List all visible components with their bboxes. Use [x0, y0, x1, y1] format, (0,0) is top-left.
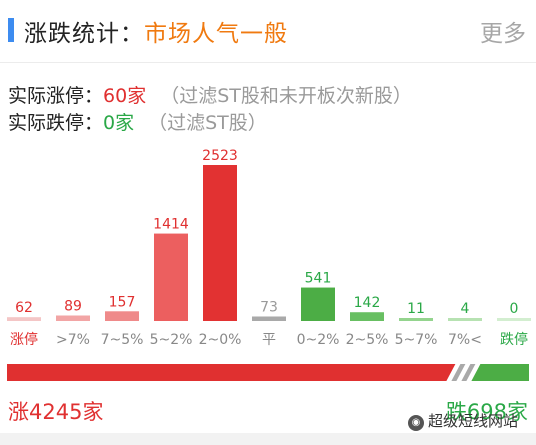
bar-value-label: 2523	[202, 148, 238, 164]
category-label: 2~0%	[199, 332, 242, 348]
limit-down-note: （过滤ST股）	[148, 112, 267, 134]
limit-up-stat: 实际涨停：60家 （过滤ST股和未开板次新股）	[8, 81, 412, 108]
limit-up-value: 60家	[103, 85, 147, 107]
watermark-text: 超级短线网站	[427, 412, 518, 430]
bar-value-label: 142	[354, 295, 381, 311]
header-divider	[0, 62, 536, 63]
bar	[448, 318, 482, 321]
bar	[301, 287, 335, 321]
total-down: 跌698家	[445, 400, 528, 424]
up-ratio-bar	[7, 364, 456, 381]
category-label: >7%	[56, 332, 90, 348]
bar	[154, 233, 188, 321]
header-title: 涨跌统计：市场人气一般	[24, 14, 288, 48]
bar-value-label: 11	[407, 301, 425, 317]
watermark: ◉ 超级短线网站	[407, 410, 518, 431]
category-label: 涨停	[10, 331, 38, 348]
category-label: 7~5%	[101, 332, 144, 348]
distribution-chart: 62 涨停 89 >7% 157 7~5% 1414 5~2% 2523 2~0% 73 平 541 0~…	[7, 148, 531, 381]
category-label: 跌停	[500, 331, 528, 348]
category-label: 7%<	[448, 332, 482, 348]
bar	[105, 311, 139, 321]
limit-down-stat: 实际跌停：0家 （过滤ST股）	[8, 108, 267, 135]
bar-value-label: 4	[461, 301, 470, 317]
bar-value-label: 73	[260, 299, 278, 315]
limit-up-note: （过滤ST股和未开板次新股）	[160, 85, 412, 107]
footer-strip	[0, 433, 536, 445]
bar-value-label: 0	[510, 301, 519, 317]
bar-value-label: 541	[305, 271, 332, 287]
more-link[interactable]: 更多	[480, 21, 526, 47]
bar	[7, 317, 41, 321]
down-ratio-bar	[471, 364, 529, 381]
wechat-icon: ◉	[407, 415, 424, 431]
header-accent-bar	[8, 18, 14, 42]
market-sentiment: 市场人气一般	[144, 21, 288, 47]
category-label: 平	[262, 332, 276, 348]
category-label: 5~7%	[395, 332, 438, 348]
bar-value-label: 89	[64, 298, 82, 314]
category-label: 5~2%	[150, 332, 193, 348]
bar-value-label: 62	[15, 300, 33, 316]
limit-down-value: 0家	[103, 112, 135, 134]
flat-ratio-bar	[461, 364, 476, 381]
header-title-label: 涨跌统计：	[24, 21, 144, 47]
bar	[399, 318, 433, 321]
total-up: 涨4245家	[8, 400, 104, 424]
limit-down-label: 实际跌停：	[8, 112, 104, 134]
header: 涨跌统计：市场人气一般 更多	[0, 0, 536, 62]
bar	[203, 165, 237, 321]
bar-value-label: 1414	[153, 217, 189, 233]
bar	[252, 316, 286, 321]
category-label: 2~5%	[346, 332, 389, 348]
flat-ratio-bar	[451, 364, 466, 381]
category-label: 0~2%	[297, 332, 340, 348]
bar	[350, 312, 384, 321]
bar-value-label: 157	[109, 294, 136, 310]
limit-up-label: 实际涨停：	[8, 85, 104, 107]
bar	[56, 315, 90, 321]
bar	[497, 318, 531, 321]
